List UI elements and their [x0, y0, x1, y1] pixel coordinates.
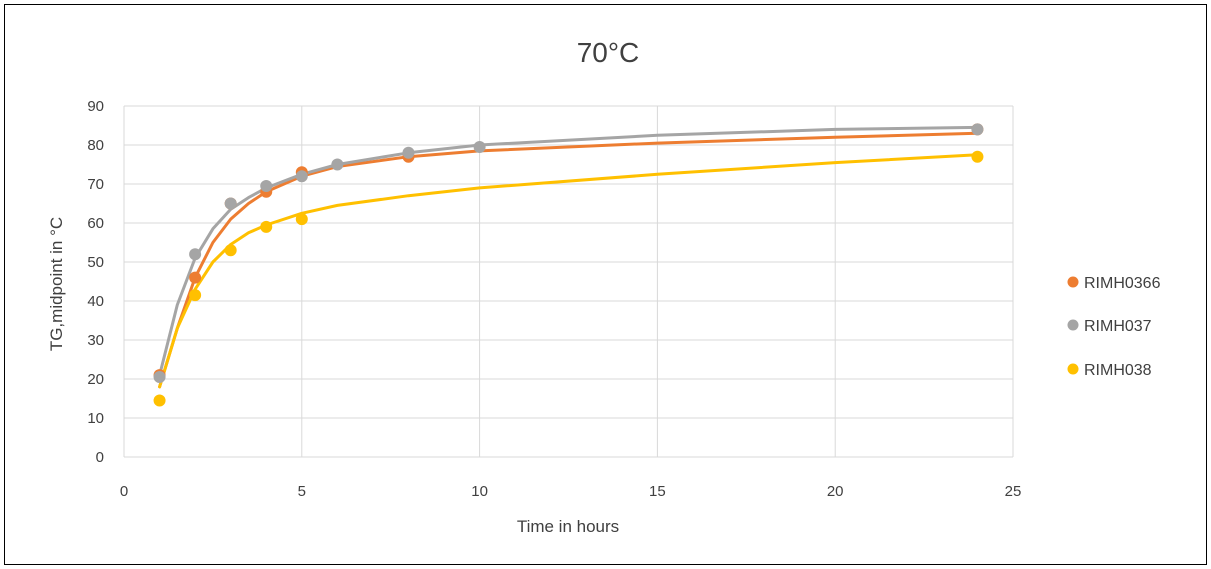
trend-lines: [158, 125, 979, 389]
data-point-rimh037: [224, 197, 237, 210]
y-tick-label: 80: [87, 137, 104, 154]
y-tick-label: 50: [87, 254, 104, 271]
y-tick-label: 0: [96, 449, 104, 466]
y-tick-label: 60: [87, 215, 104, 232]
data-point-rimh038: [260, 220, 273, 233]
data-point-rimh037: [331, 158, 344, 171]
legend: RIMH0366 RIMH037 RIMH038: [1067, 275, 1161, 379]
trendline-rimh038: [158, 153, 979, 389]
data-point-rimh0366: [189, 271, 202, 284]
legend-marker-rimh038: [1067, 363, 1079, 375]
data-point-rimh038: [189, 289, 202, 302]
y-tick-label: 30: [87, 332, 104, 349]
gridlines: [123, 105, 1014, 458]
data-point-rimh037: [153, 371, 166, 384]
chart-title: 70°C: [577, 37, 640, 68]
trendline-rimh0366: [158, 131, 979, 389]
x-tick-label: 10: [471, 483, 488, 500]
data-point-rimh038: [224, 244, 237, 257]
data-point-rimh038: [295, 213, 308, 226]
x-tick-label: 0: [120, 483, 128, 500]
x-tick-label: 20: [827, 483, 844, 500]
y-axis-ticks: 0 10 20 30 40 50 60 70 80 90: [87, 98, 104, 466]
x-tick-label: 5: [298, 483, 306, 500]
x-axis-ticks: 0 5 10 15 20 25: [120, 483, 1022, 500]
data-point-rimh037: [402, 146, 415, 159]
data-point-rimh038: [153, 394, 166, 407]
data-point-rimh037: [473, 140, 486, 153]
y-tick-label: 90: [87, 98, 104, 115]
data-points: [153, 123, 984, 407]
x-tick-label: 25: [1005, 483, 1022, 500]
data-point-rimh037: [260, 179, 273, 192]
legend-label: RIMH038: [1084, 362, 1152, 379]
chart-frame: [4, 4, 1207, 565]
legend-label: RIMH0366: [1084, 275, 1161, 292]
y-tick-label: 20: [87, 371, 104, 388]
trendline-rimh037: [158, 125, 979, 377]
y-tick-label: 70: [87, 176, 104, 193]
data-point-rimh037: [971, 123, 984, 136]
y-axis-title: TG,midpoint in °C: [47, 217, 66, 351]
legend-marker-rimh0366: [1067, 276, 1079, 288]
legend-label: RIMH037: [1084, 318, 1152, 335]
x-tick-label: 15: [649, 483, 666, 500]
data-point-rimh037: [189, 248, 202, 261]
data-point-rimh038: [971, 150, 984, 163]
y-tick-label: 40: [87, 293, 104, 310]
y-tick-label: 10: [87, 410, 104, 427]
x-axis-title: Time in hours: [517, 517, 619, 536]
legend-marker-rimh037: [1067, 319, 1079, 331]
data-point-rimh037: [295, 170, 308, 183]
